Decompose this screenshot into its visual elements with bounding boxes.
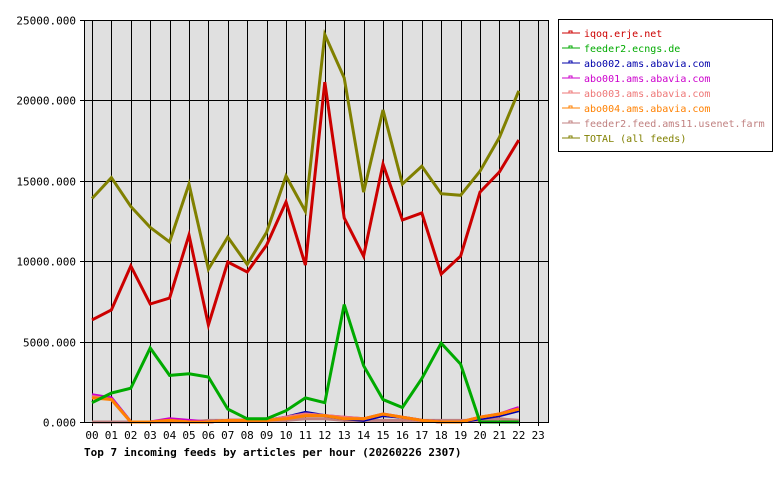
y-tick-label: 10000.000 <box>16 256 76 269</box>
x-tick-label: 22 <box>512 429 525 442</box>
x-tick-label: 16 <box>396 429 409 442</box>
legend-label: abo003.ams.abavia.com <box>584 89 710 100</box>
plot-area <box>84 20 548 422</box>
legend-label: abo002.ams.abavia.com <box>584 59 710 70</box>
legend-item: feeder2.ecngs.de <box>562 44 680 55</box>
x-tick-label: 18 <box>435 429 448 442</box>
legend-item: abo001.ams.abavia.com <box>562 74 710 85</box>
x-tick-label: 17 <box>415 429 428 442</box>
x-tick-label: 05 <box>182 429 195 442</box>
y-axis-ticks: 0.000 5000.000 10000.000 15000.000 20000.000… <box>16 15 76 430</box>
legend-label: feeder2.feed.ams11.usenet.farm <box>584 119 765 130</box>
x-tick-label: 11 <box>299 429 312 442</box>
x-axis-ticks: 00 01 02 03 04 05 06 07 08 09 10 11 12 13 14 15 16 17 18 19… <box>85 429 544 442</box>
y-tick-label: 5000.000 <box>23 337 76 350</box>
series-line-0 <box>91 81 521 331</box>
chart-title: Top 7 incoming feeds by articles per hou… <box>84 446 462 459</box>
x-tick-label: 09 <box>260 429 273 442</box>
series-line-1 <box>91 304 519 424</box>
y-tick-label: 25000.000 <box>16 15 76 28</box>
legend-item: abo003.ams.abavia.com <box>562 89 710 100</box>
y-tick-label: 0.000 <box>43 417 76 430</box>
x-tick-label: 15 <box>376 429 389 442</box>
x-tick-label: 02 <box>124 429 137 442</box>
x-tick-label: 07 <box>221 429 234 442</box>
legend-item: iqoq.erje.net <box>562 29 662 40</box>
plot-border <box>84 20 549 423</box>
x-tick-label: 00 <box>85 429 98 442</box>
legend: iqoq.erje.net feeder2.ecngs.de abo002.ams.… <box>558 19 773 152</box>
x-tick-label: 21 <box>493 429 506 442</box>
x-tick-label: 10 <box>279 429 292 442</box>
legend-item: feeder2.feed.ams11.usenet.farm <box>562 119 765 130</box>
series-line-7 <box>90 28 521 274</box>
x-tick-label: 12 <box>318 429 331 442</box>
legend-item: abo004.ams.abavia.com <box>562 104 710 115</box>
legend-label: iqoq.erje.net <box>584 29 662 40</box>
legend-label: abo004.ams.abavia.com <box>584 104 710 115</box>
y-tick-label: 15000.000 <box>16 176 76 189</box>
x-tick-label: 13 <box>338 429 351 442</box>
legend-item: TOTAL (all feeds) <box>562 134 686 145</box>
legend-label: abo001.ams.abavia.com <box>584 74 710 85</box>
x-tick-label: 01 <box>105 429 118 442</box>
x-tick-label: 20 <box>473 429 486 442</box>
x-tick-label: 08 <box>241 429 254 442</box>
legend-label: TOTAL (all feeds) <box>584 134 686 145</box>
x-tick-label: 03 <box>144 429 157 442</box>
x-tick-label: 19 <box>454 429 467 442</box>
x-tick-label: 23 <box>532 429 545 442</box>
x-tick-label: 14 <box>357 429 371 442</box>
x-tick-label: 06 <box>202 429 215 442</box>
legend-label: feeder2.ecngs.de <box>584 44 680 55</box>
legend-box <box>558 19 773 152</box>
legend-item: abo002.ams.abavia.com <box>562 59 710 70</box>
y-tick-label: 20000.000 <box>16 95 76 108</box>
x-tick-label: 04 <box>163 429 177 442</box>
